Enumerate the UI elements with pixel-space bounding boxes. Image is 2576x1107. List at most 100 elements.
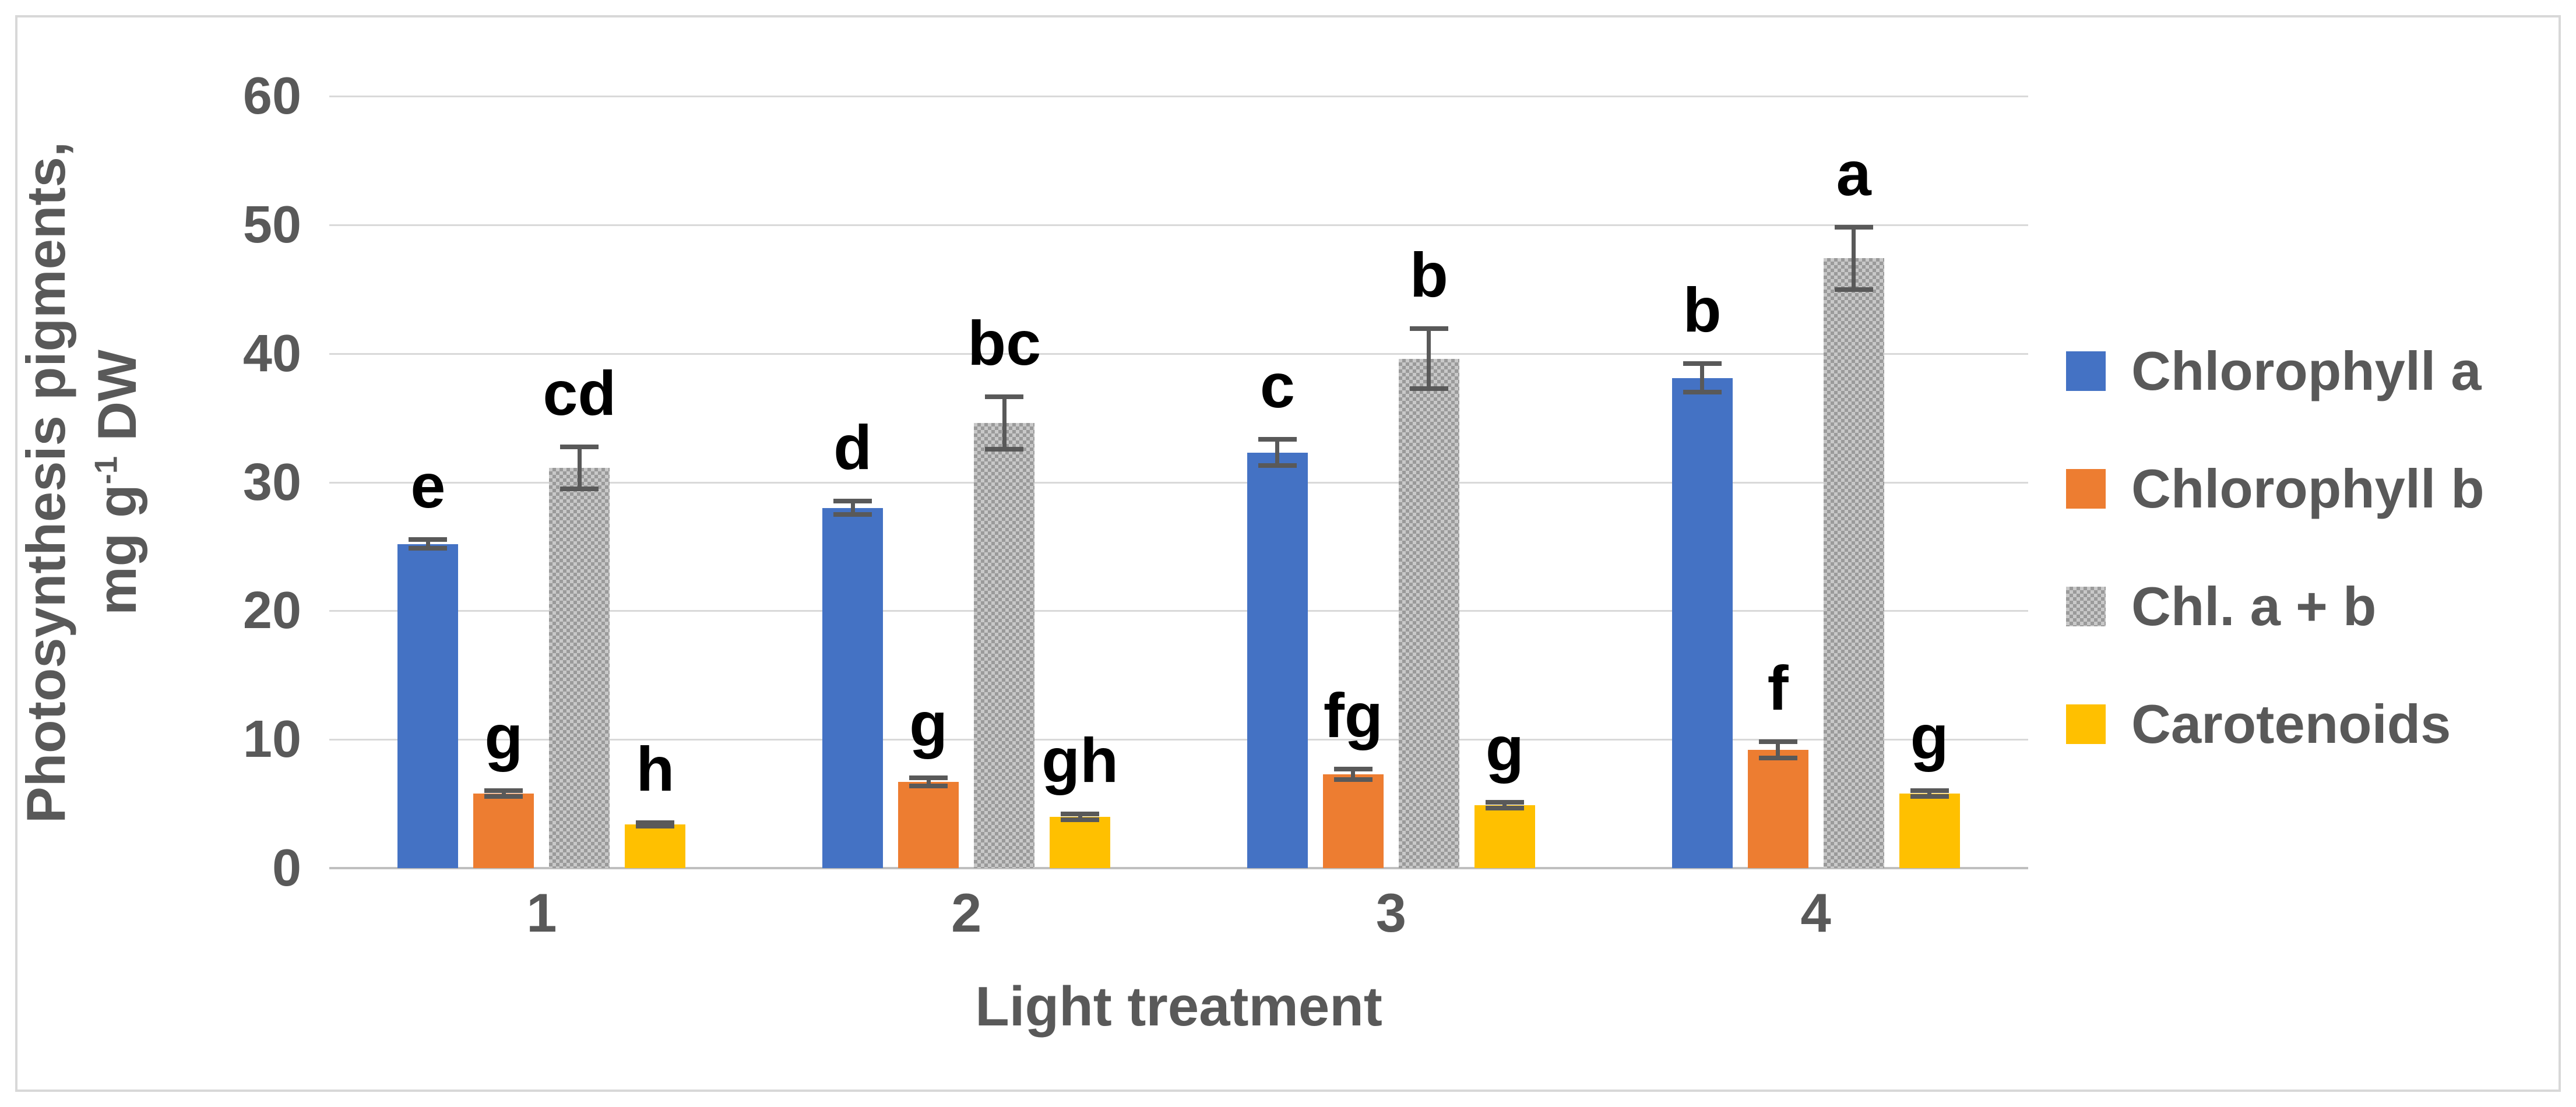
gridline-y-60 [329, 96, 2028, 97]
bar-fill [898, 782, 959, 868]
y-tick-label-30: 30 [242, 453, 301, 512]
bar-chl-a-b-treatment-2: bc [967, 312, 1041, 868]
legend-label: Chlorophyll a [2131, 340, 2482, 401]
bar-fill [1247, 452, 1308, 868]
significance-letter: b [1683, 274, 1722, 345]
significance-letter: a [1836, 138, 1871, 209]
y-tick-label-10: 10 [242, 710, 301, 769]
error-bar [1852, 224, 1856, 292]
gridline-y-50 [329, 224, 2028, 226]
significance-letter: h [636, 734, 675, 805]
significance-letter: g [484, 701, 523, 773]
bar-fill [1671, 378, 1733, 868]
y-axis-unit-pre: mg g [86, 484, 147, 615]
x-axis-title: Light treatment [975, 975, 1382, 1038]
legend-swatch-icon [2066, 351, 2106, 391]
bar-fill [822, 507, 884, 868]
y-tick-label-40: 40 [242, 324, 301, 383]
y-axis-unit-exponent: -1 [88, 456, 124, 485]
legend-swatch-icon [2066, 704, 2106, 744]
x-tick-label-2: 2 [951, 882, 982, 943]
y-tick-label-0: 0 [272, 839, 301, 897]
plot-area: 0 10 20 30 40 50 60 e g cd h d g bc gh c fg b g b f a g [243, 70, 2028, 894]
significance-letter: d [833, 412, 872, 483]
y-tick-label-60: 60 [242, 67, 301, 125]
error-bar [1351, 766, 1356, 782]
significance-letter: g [1910, 701, 1949, 773]
error-bar [653, 820, 657, 829]
significance-letter: c [1259, 350, 1295, 421]
error-bar [1700, 361, 1705, 395]
bar-fill [1474, 805, 1535, 868]
x-tick-label-1: 1 [526, 882, 557, 943]
bar-chlorophyll-a-treatment-4: b [1671, 278, 1733, 868]
legend-label: Chl. a + b [2131, 576, 2377, 637]
gridline-y-30 [329, 481, 2028, 484]
error-bar [1002, 394, 1007, 452]
significance-letter: bc [967, 308, 1041, 379]
gridline-y-0 [329, 867, 2028, 869]
bar-fill [1050, 816, 1111, 868]
bar-group-3: c fg b g [1179, 96, 1604, 868]
error-bar [425, 537, 430, 551]
x-tick-label-3: 3 [1375, 882, 1407, 943]
error-bar [1502, 799, 1507, 810]
y-tick-label-20: 20 [242, 581, 301, 640]
gridline-y-40 [329, 352, 2028, 355]
y-axis-title: Photosynthesis pigments, mg g-1 DW [10, 142, 153, 823]
bar-chlorophyll-b-treatment-1: g [473, 706, 534, 868]
legend-label: Carotenoids [2131, 693, 2451, 755]
significance-letter: g [909, 689, 948, 759]
bar-chlorophyll-b-treatment-2: g [898, 693, 959, 868]
bar-carotenoids-treatment-1: h [625, 738, 686, 868]
bar-fill [1747, 749, 1808, 868]
bar-chlorophyll-b-treatment-3: fg [1322, 683, 1384, 868]
significance-letter: fg [1323, 679, 1383, 750]
error-bar [1275, 437, 1280, 468]
gridline-y-20 [329, 610, 2028, 612]
legend-item-chlorophyll-a: Chlorophyll a [2066, 344, 2484, 399]
bar-chl-a-b-treatment-3: b [1398, 244, 1459, 868]
legend-item-chl-a-b: Chl. a + b [2066, 579, 2484, 634]
significance-letter: b [1409, 239, 1448, 311]
error-bar [850, 499, 855, 517]
bar-chlorophyll-b-treatment-4: f [1747, 657, 1808, 868]
legend: Chlorophyll a Chlorophyll b Chl. a + b Caro… [2066, 344, 2484, 752]
y-tick-label-50: 50 [242, 195, 301, 254]
bar-group-1: e g cd h [329, 96, 754, 868]
legend-swatch-icon [2066, 469, 2106, 509]
bar-fill [974, 422, 1035, 868]
legend-item-carotenoids: Carotenoids [2066, 697, 2484, 752]
bar-fill [397, 544, 459, 868]
significance-letter: e [410, 450, 446, 521]
significance-letter: gh [1041, 724, 1119, 795]
y-axis-title-line2: mg g-1 DW [82, 142, 153, 823]
bar-fill [1823, 258, 1884, 868]
error-bar [577, 445, 582, 491]
bar-fill [1398, 358, 1459, 868]
significance-letter: cd [543, 358, 617, 429]
bar-group-2: d g bc gh [754, 96, 1179, 868]
bar-groups: e g cd h d g bc gh c fg b g b f a g [329, 96, 2028, 868]
bar-carotenoids-treatment-4: g [1899, 706, 1960, 868]
bar-fill [625, 824, 686, 868]
legend-swatch-icon [2066, 587, 2106, 626]
bar-fill [1322, 774, 1384, 868]
bar-chl-a-b-treatment-4: a [1823, 142, 1884, 868]
legend-label: Chlorophyll b [2131, 458, 2484, 519]
bar-chlorophyll-a-treatment-3: c [1247, 354, 1308, 868]
error-bar [1427, 326, 1431, 391]
error-bar [501, 788, 506, 799]
bar-chlorophyll-a-treatment-2: d [822, 416, 884, 868]
y-axis-unit-post: DW [86, 350, 147, 456]
x-tick-label-4: 4 [1800, 882, 1831, 943]
error-bar [1078, 811, 1082, 822]
bar-fill [549, 468, 610, 868]
significance-letter: g [1485, 713, 1524, 784]
significance-letter: f [1767, 653, 1789, 724]
legend-item-chlorophyll-b: Chlorophyll b [2066, 461, 2484, 516]
error-bar [1776, 739, 1780, 760]
error-bar [1927, 788, 1932, 799]
